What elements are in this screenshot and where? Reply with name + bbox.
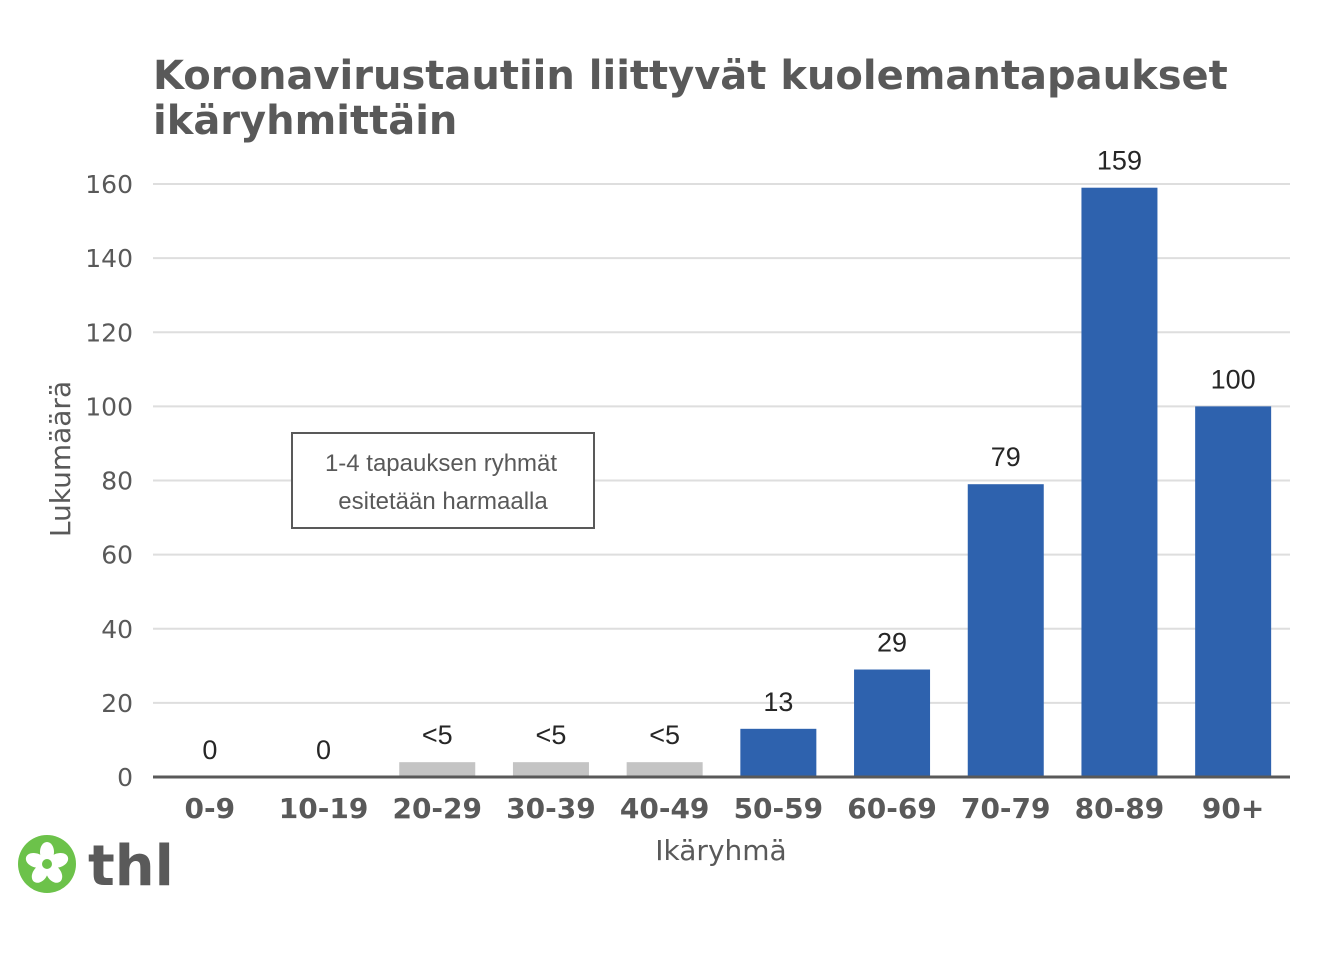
bar	[740, 728, 817, 777]
data-label: 79	[991, 442, 1021, 472]
y-tick-label: 120	[85, 318, 133, 347]
x-tick-label: 30-39	[506, 792, 596, 825]
x-tick-label: 0-9	[185, 792, 236, 825]
x-tick-label: 10-19	[279, 792, 369, 825]
x-tick-label: 70-79	[961, 792, 1051, 825]
bar	[1081, 187, 1158, 778]
y-tick-label: 40	[101, 615, 133, 644]
data-labels: 0 0 <5 <5 <5 13 29 79 159 100	[202, 146, 1255, 765]
x-axis-ticks: 0-9 10-19 20-29 30-39 40-49 50-59 60-69 70-79 80…	[185, 792, 1265, 825]
bars	[399, 187, 1272, 778]
bar	[512, 762, 589, 777]
y-tick-label: 0	[117, 763, 133, 792]
data-label: 100	[1211, 364, 1256, 394]
y-tick-label: 20	[101, 689, 133, 718]
bar	[854, 669, 931, 777]
y-tick-label: 100	[85, 392, 133, 421]
y-tick-label: 160	[85, 170, 133, 199]
bar	[1195, 406, 1272, 777]
x-tick-label: 20-29	[392, 792, 482, 825]
data-label: <5	[422, 720, 453, 750]
data-label: 29	[877, 628, 907, 658]
thl-logo: thl	[18, 834, 174, 899]
data-label: 0	[316, 735, 331, 765]
chart-title-line1: Koronavirustautiin liittyvät kuolemantap…	[153, 53, 1228, 99]
x-tick-label: 40-49	[620, 792, 710, 825]
x-tick-label: 80-89	[1075, 792, 1165, 825]
data-label: <5	[649, 720, 680, 750]
annotation-line1: 1-4 tapauksen ryhmät	[325, 450, 557, 477]
x-tick-label: 50-59	[734, 792, 824, 825]
x-tick-label: 90+	[1202, 792, 1264, 825]
y-tick-label: 60	[101, 541, 133, 570]
bar	[399, 762, 476, 777]
x-tick-label: 60-69	[847, 792, 937, 825]
data-label: <5	[536, 720, 567, 750]
bar	[626, 762, 703, 777]
data-label: 159	[1097, 146, 1142, 176]
data-label: 13	[763, 687, 793, 717]
annotation-line2: esitetään harmaalla	[338, 488, 548, 515]
chart-title-line2: ikäryhmittäin	[153, 98, 457, 144]
y-tick-label: 80	[101, 467, 133, 496]
y-axis-label: Lukumäärä	[44, 381, 77, 537]
flower-icon	[18, 835, 76, 893]
annotation-box: 1-4 tapauksen ryhmät esitetään harmaalla	[291, 432, 595, 529]
y-axis-ticks: 0 20 40 60 80 100 120 140 160	[85, 170, 133, 792]
x-axis-label: Ikäryhmä	[655, 834, 786, 867]
data-label: 0	[202, 735, 217, 765]
logo-text: thl	[88, 834, 174, 899]
y-tick-label: 140	[85, 244, 133, 273]
bar	[967, 484, 1044, 777]
